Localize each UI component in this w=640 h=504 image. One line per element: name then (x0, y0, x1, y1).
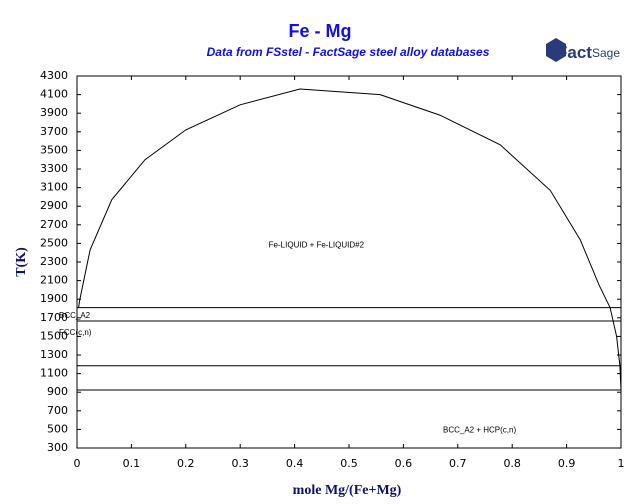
y-tick-label: 1900 (40, 292, 68, 305)
y-tick-label: 4100 (40, 88, 68, 101)
y-tick-label: 300 (47, 441, 68, 454)
y-tick-label: 2900 (40, 199, 68, 212)
x-tick-label: 0.6 (395, 457, 413, 470)
chart-subtitle: Data from FSstel - FactSage steel alloy … (207, 45, 490, 59)
y-tick-label: 1300 (40, 348, 68, 361)
logo: FactSage (546, 38, 620, 62)
y-tick-label: 700 (47, 404, 68, 417)
x-tick-label: 0.5 (340, 457, 358, 470)
logo-sage: Sage (592, 46, 620, 60)
y-tick-label: 2100 (40, 274, 68, 287)
y-tick-label: 2700 (40, 218, 68, 231)
y-tick-label: 500 (47, 422, 68, 435)
plot-frame (76, 75, 622, 449)
phase-label: FCC(c,n) (59, 328, 92, 337)
y-tick-label: 3500 (40, 143, 68, 156)
y-tick-label: 3100 (40, 181, 68, 194)
y-tick-label: 1500 (40, 329, 68, 342)
x-tick-label: 0 (74, 457, 81, 470)
phase-label: Fe-LIQUID + Fe-LIQUID#2 (269, 240, 365, 249)
y-tick-label: 1700 (40, 311, 68, 324)
x-tick-label: 0.8 (503, 457, 521, 470)
x-tick-label: 0.1 (123, 457, 141, 470)
y-tick-label: 3700 (40, 125, 68, 138)
logo-text: FactSage (557, 43, 620, 62)
phase-boundary (78, 88, 622, 391)
chart-title: Fe - Mg (289, 21, 352, 41)
y-tick-label: 2300 (40, 255, 68, 268)
x-tick-label: 0.4 (286, 457, 304, 470)
y-tick-label: 2500 (40, 236, 68, 249)
y-tick-label: 3300 (40, 162, 68, 175)
logo-fact: Fact (557, 43, 592, 62)
y-tick-label: 900 (47, 385, 68, 398)
phase-label: BCC_A2 + HCP(c,n) (443, 425, 516, 434)
phase-label: BCC_A2 (59, 311, 91, 320)
x-axis-label: mole Mg/(Fe+Mg) (293, 483, 402, 498)
x-tick-label: 0.2 (177, 457, 195, 470)
x-tick-label: 0.9 (558, 457, 576, 470)
y-tick-label: 1100 (40, 367, 68, 380)
x-tick-label: 1 (618, 457, 625, 470)
y-tick-label: 4300 (40, 69, 68, 82)
x-tick-label: 0.3 (231, 457, 249, 470)
x-tick-label: 0.7 (449, 457, 467, 470)
y-axis-label: T(K) (14, 247, 29, 277)
logo-icon (546, 38, 566, 62)
y-tick-label: 3900 (40, 106, 68, 119)
